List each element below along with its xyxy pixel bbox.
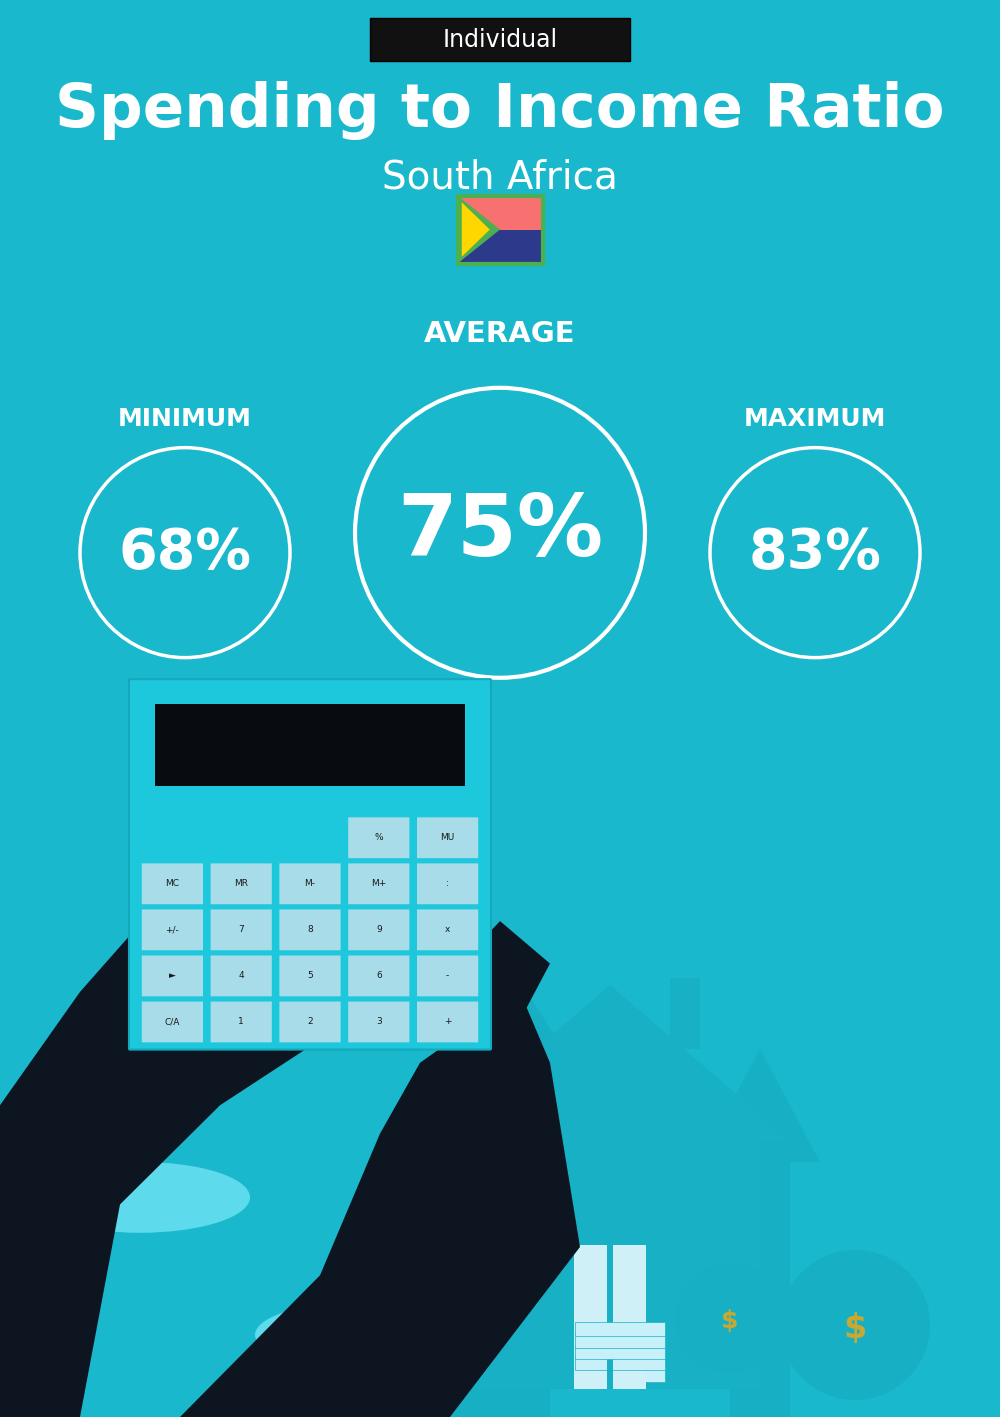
Polygon shape: [700, 1049, 820, 1417]
Text: 7: 7: [238, 925, 244, 934]
FancyBboxPatch shape: [211, 863, 272, 904]
Text: 6: 6: [376, 972, 382, 981]
FancyBboxPatch shape: [370, 18, 630, 61]
Bar: [575, 1367, 665, 1382]
Text: AVERAGE: AVERAGE: [424, 320, 576, 349]
Ellipse shape: [716, 1267, 744, 1281]
Polygon shape: [430, 985, 790, 1141]
Text: 68%: 68%: [119, 526, 252, 580]
Text: 3: 3: [376, 1017, 382, 1026]
FancyBboxPatch shape: [348, 863, 409, 904]
Text: 9: 9: [376, 925, 382, 934]
FancyBboxPatch shape: [211, 955, 272, 996]
Text: M+: M+: [371, 880, 386, 888]
Ellipse shape: [30, 1162, 250, 1233]
FancyBboxPatch shape: [142, 863, 203, 904]
FancyBboxPatch shape: [129, 679, 491, 1050]
Text: MR: MR: [234, 880, 248, 888]
FancyBboxPatch shape: [348, 910, 409, 951]
Bar: [155, 704, 465, 786]
FancyBboxPatch shape: [142, 955, 203, 996]
Polygon shape: [0, 850, 420, 1417]
Text: Spending to Income Ratio: Spending to Income Ratio: [55, 81, 945, 140]
Text: +: +: [444, 1017, 451, 1026]
Polygon shape: [458, 196, 500, 264]
Text: South Africa: South Africa: [382, 159, 618, 196]
Bar: [607, 1246, 613, 1389]
Circle shape: [675, 1263, 785, 1373]
Text: 5: 5: [307, 972, 313, 981]
Text: 8: 8: [307, 925, 313, 934]
Polygon shape: [462, 203, 490, 256]
FancyBboxPatch shape: [211, 910, 272, 951]
Bar: [458, 196, 542, 230]
Polygon shape: [410, 949, 590, 1417]
Text: $: $: [721, 1308, 739, 1332]
Ellipse shape: [836, 1255, 874, 1274]
Text: 83%: 83%: [749, 526, 881, 580]
Text: MINIMUM: MINIMUM: [118, 407, 252, 431]
FancyBboxPatch shape: [417, 1002, 478, 1043]
Text: 2: 2: [307, 1017, 313, 1026]
Ellipse shape: [255, 1299, 505, 1370]
Text: MU: MU: [440, 833, 455, 842]
Text: x: x: [445, 925, 450, 934]
FancyBboxPatch shape: [417, 818, 478, 859]
FancyBboxPatch shape: [348, 818, 409, 859]
Text: -: -: [446, 972, 449, 981]
Polygon shape: [180, 992, 580, 1417]
Text: C/A: C/A: [165, 1017, 180, 1026]
Text: MC: MC: [165, 880, 179, 888]
Text: ►: ►: [169, 972, 176, 981]
FancyBboxPatch shape: [417, 863, 478, 904]
Bar: [575, 1356, 665, 1370]
Text: 1: 1: [238, 1017, 244, 1026]
Bar: [575, 1333, 665, 1348]
Text: +/-: +/-: [166, 925, 179, 934]
FancyBboxPatch shape: [417, 910, 478, 951]
Text: $: $: [843, 1312, 867, 1345]
FancyBboxPatch shape: [417, 955, 478, 996]
FancyBboxPatch shape: [279, 955, 341, 996]
FancyBboxPatch shape: [279, 1002, 341, 1043]
FancyBboxPatch shape: [279, 910, 341, 951]
Text: %: %: [374, 833, 383, 842]
Text: 4: 4: [238, 972, 244, 981]
FancyBboxPatch shape: [142, 1002, 203, 1043]
Bar: [460, 1141, 760, 1389]
Text: :: :: [446, 880, 449, 888]
Bar: [574, 1246, 646, 1389]
Bar: [575, 1322, 665, 1336]
Polygon shape: [460, 921, 550, 1049]
Circle shape: [780, 1250, 930, 1400]
Text: MAXIMUM: MAXIMUM: [744, 407, 886, 431]
Bar: [0, 744, 1000, 1417]
Bar: [670, 978, 700, 1049]
Text: Individual: Individual: [442, 28, 558, 51]
Bar: [458, 196, 542, 264]
FancyBboxPatch shape: [348, 955, 409, 996]
FancyBboxPatch shape: [211, 1002, 272, 1043]
FancyBboxPatch shape: [142, 910, 203, 951]
Bar: [575, 1345, 665, 1359]
Text: M-: M-: [304, 880, 315, 888]
FancyBboxPatch shape: [279, 863, 341, 904]
Text: 75%: 75%: [397, 492, 603, 574]
FancyBboxPatch shape: [348, 1002, 409, 1043]
Bar: [458, 230, 542, 264]
